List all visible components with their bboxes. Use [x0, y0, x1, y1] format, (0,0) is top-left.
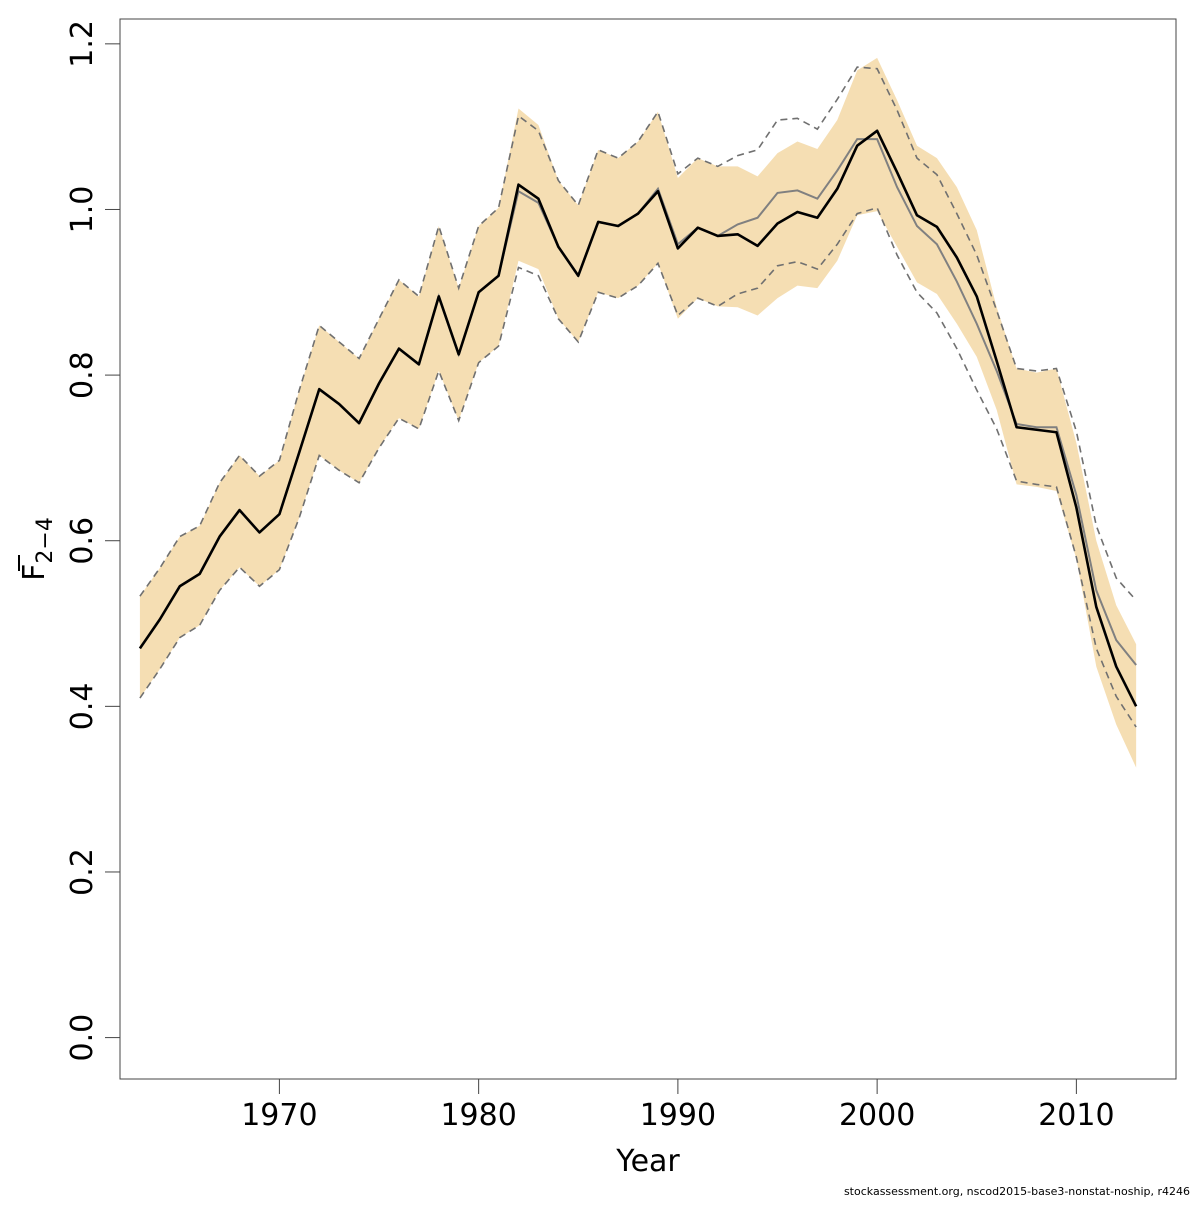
svg-text:F2−4: F2−4 — [17, 517, 58, 581]
confidence-band — [139, 57, 1137, 768]
x-tick-label-1990: 1990 — [640, 1098, 716, 1133]
y-tick-label-0.6: 0.6 — [65, 517, 100, 565]
y-tick-label-1.0: 1.0 — [65, 186, 100, 234]
plot-frame — [119, 18, 1177, 1080]
series-lines-layer — [138, 66, 1138, 728]
y-axis-title: F2−4 — [17, 517, 58, 581]
x-axis-title: Year — [615, 1144, 680, 1179]
y-tick-label-1.2: 1.2 — [65, 20, 100, 68]
y-tick-label-0.4: 0.4 — [65, 682, 100, 730]
x-tick-label-2000: 2000 — [839, 1098, 915, 1133]
confidence-band-layer — [139, 57, 1137, 768]
x-tick-label-2010: 2010 — [1038, 1098, 1114, 1133]
y-axis-title-main: F — [17, 564, 52, 581]
x-axis: 1970 1980 1990 2000 2010 — [241, 1079, 1115, 1133]
y-axis: 0.0 0.2 0.4 0.6 0.8 1.0 1.2 — [65, 20, 120, 1061]
y-tick-label-0.2: 0.2 — [65, 848, 100, 896]
comparison-ci-upper-line — [139, 66, 1137, 601]
comparison-ci-lower-line — [139, 206, 1137, 728]
footnote: stockassessment.org, nscod2015-base3-non… — [843, 1185, 1190, 1198]
y-tick-label-0.8: 0.8 — [65, 351, 100, 399]
x-tick-label-1970: 1970 — [241, 1098, 317, 1133]
x-tick-label-1980: 1980 — [440, 1098, 516, 1133]
estimate-line — [138, 129, 1138, 707]
y-tick-label-0.0: 0.0 — [65, 1014, 100, 1062]
y-axis-title-subscript: 2−4 — [33, 517, 58, 563]
